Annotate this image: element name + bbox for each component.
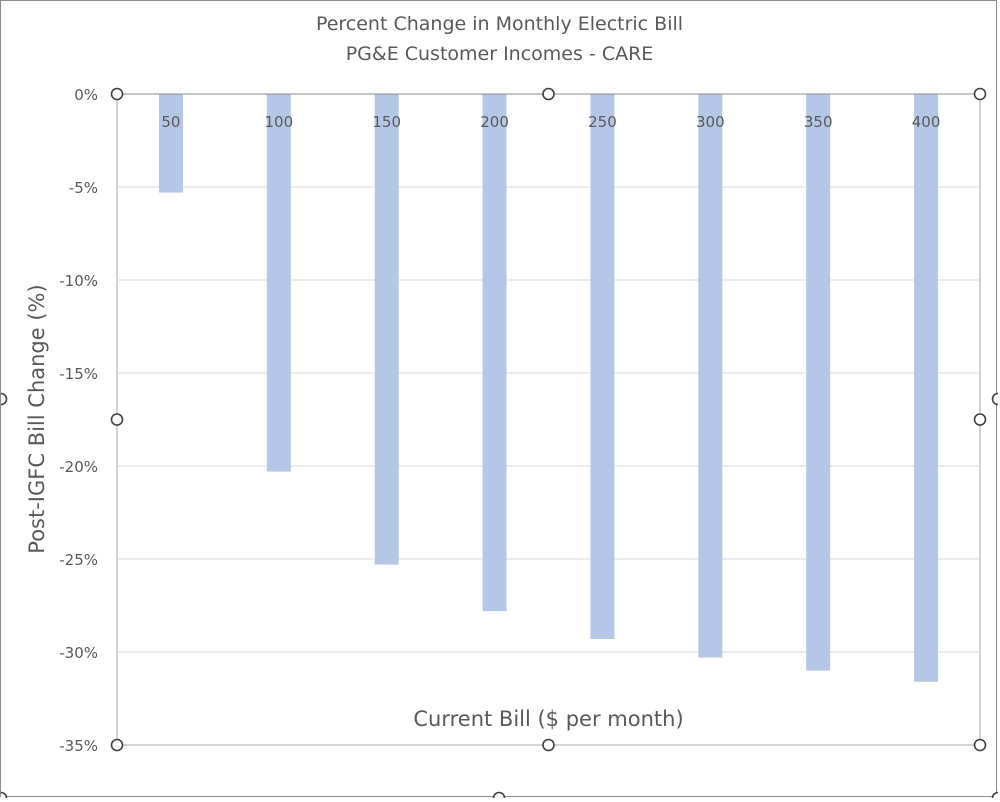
- x-tick-label: 350: [804, 113, 833, 131]
- plot-area-border: [116, 93, 981, 746]
- y-axis-title: Post-IGFC Bill Change (%): [25, 284, 49, 554]
- chart-resize-handle[interactable]: [492, 791, 506, 799]
- x-tick-label: 250: [588, 113, 617, 131]
- y-tick-label: -10%: [59, 272, 98, 290]
- bar: [806, 94, 831, 671]
- bar: [266, 94, 291, 472]
- plot-resize-handle[interactable]: [110, 413, 124, 426]
- plot-resize-handle[interactable]: [110, 738, 124, 752]
- chart-resize-handle[interactable]: [1, 392, 8, 406]
- y-tick-label: -15%: [59, 365, 98, 383]
- x-tick-label: 150: [372, 113, 401, 131]
- y-tick-label: -30%: [59, 644, 98, 662]
- x-tick-label: 50: [161, 113, 180, 131]
- bar: [482, 94, 507, 612]
- plot-resize-handle[interactable]: [542, 87, 555, 101]
- y-tick-label: -5%: [69, 179, 98, 197]
- x-tick-label: 100: [264, 113, 293, 131]
- bar: [914, 94, 939, 682]
- x-tick-label: 400: [912, 113, 941, 131]
- bar: [698, 94, 723, 658]
- bar: [158, 94, 183, 193]
- y-tick-label: -35%: [59, 737, 98, 755]
- bar: [590, 94, 615, 639]
- chart-title-line-2: PG&E Customer Incomes - CARE: [345, 43, 654, 65]
- chart-resize-handle[interactable]: [1, 791, 8, 799]
- plot-resize-handle[interactable]: [110, 87, 124, 101]
- plot-resize-handle[interactable]: [973, 87, 987, 101]
- y-tick-label: -25%: [59, 551, 98, 569]
- x-axis-title: Current Bill ($ per month): [413, 707, 684, 731]
- chart-resize-handle[interactable]: [991, 392, 999, 406]
- x-tick-label: 300: [696, 113, 725, 131]
- x-tick-label: 200: [480, 113, 509, 131]
- plot-resize-handle[interactable]: [973, 413, 987, 426]
- chart-title-line-1: Percent Change in Monthly Electric Bill: [315, 13, 684, 35]
- plot-resize-handle[interactable]: [973, 738, 987, 752]
- y-tick-label: 0%: [74, 86, 98, 104]
- chart-resize-handle[interactable]: [991, 791, 999, 799]
- bar: [374, 94, 399, 565]
- y-tick-label: -20%: [59, 458, 98, 476]
- plot-resize-handle[interactable]: [542, 738, 555, 752]
